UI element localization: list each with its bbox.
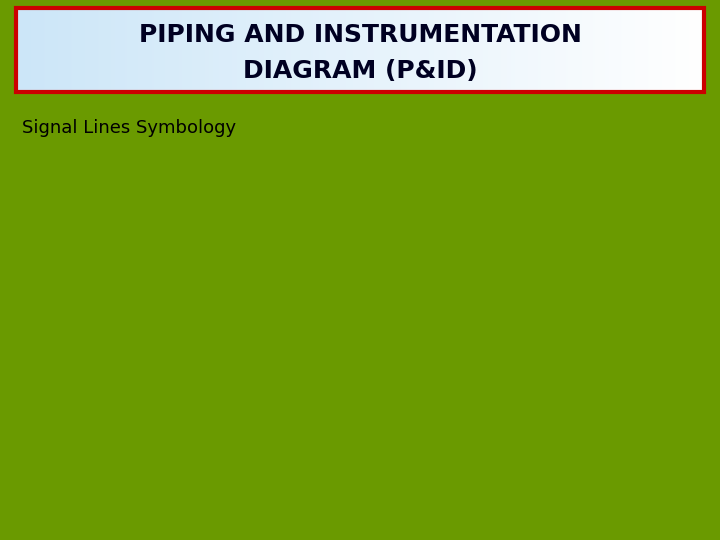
Text: Signal Lines Symbology: Signal Lines Symbology bbox=[22, 119, 235, 137]
Text: PIPING AND INSTRUMENTATION: PIPING AND INSTRUMENTATION bbox=[138, 23, 582, 47]
Text: DIAGRAM (P&ID): DIAGRAM (P&ID) bbox=[243, 59, 477, 83]
